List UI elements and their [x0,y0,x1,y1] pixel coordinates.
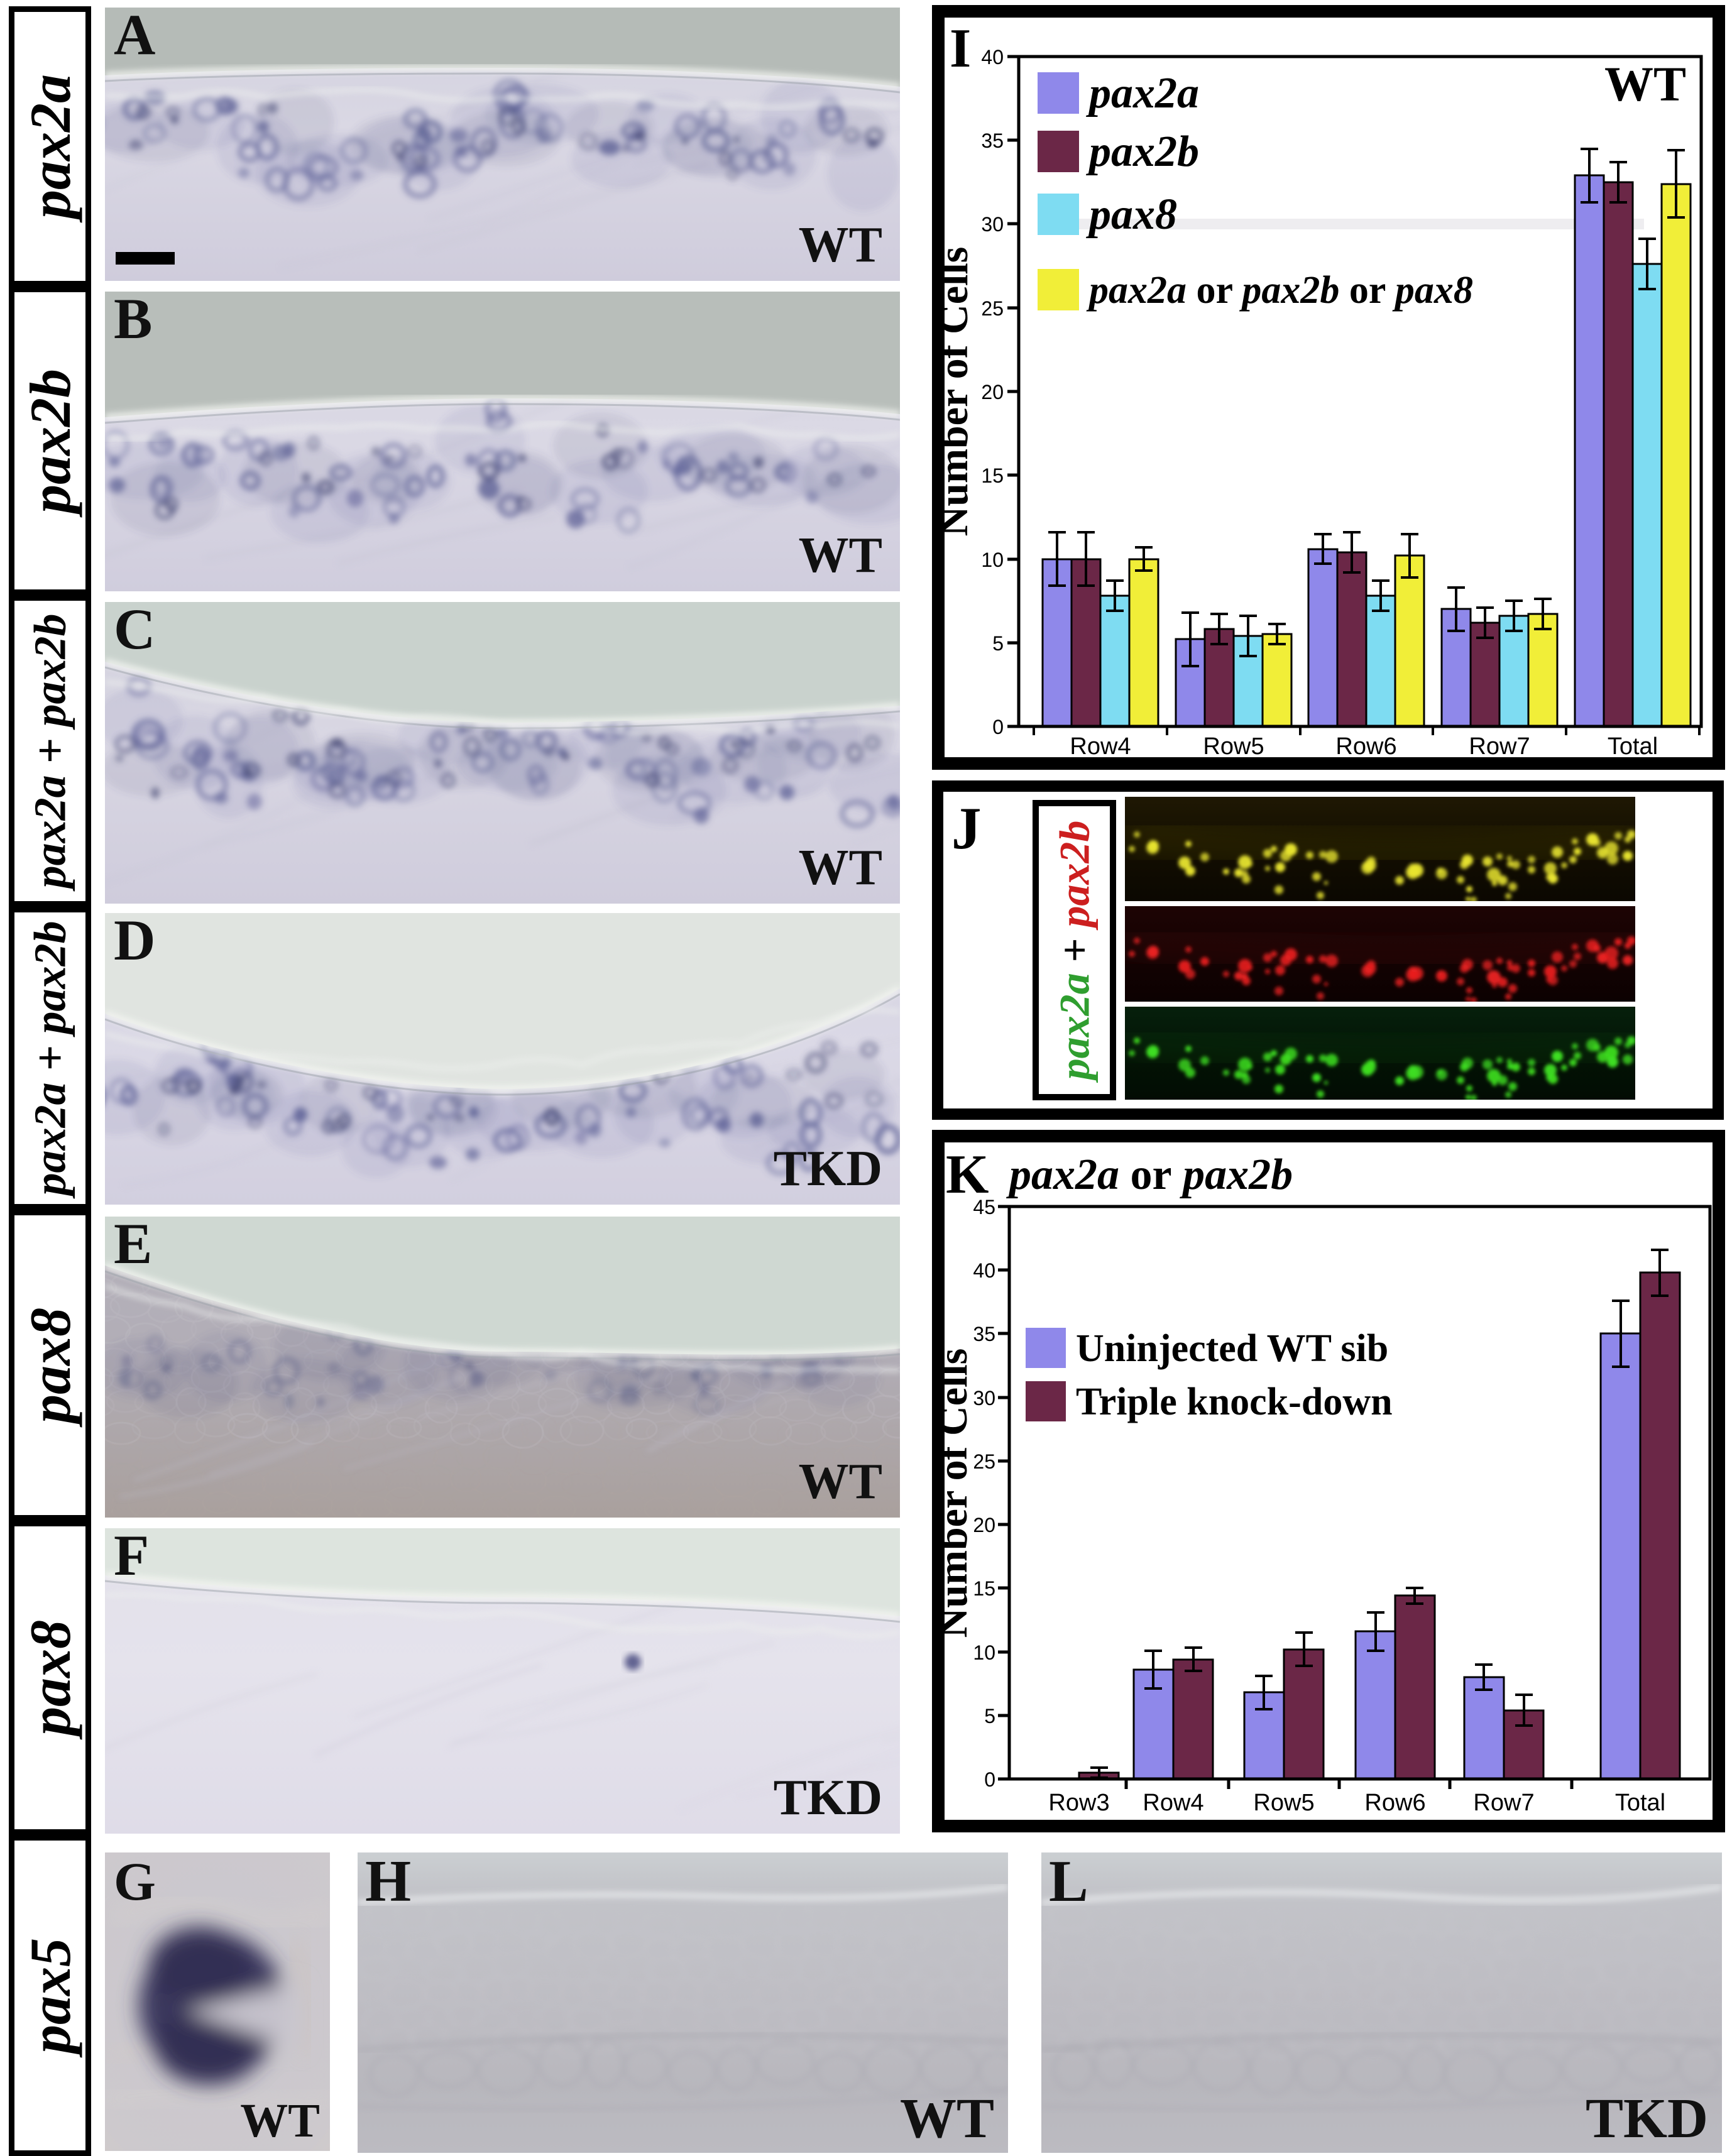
svg-text:35: 35 [973,1323,995,1345]
svg-text:Row7: Row7 [1469,733,1530,757]
svg-text:Row5: Row5 [1203,733,1264,757]
svg-text:Number of Cells: Number of Cells [945,1349,976,1638]
svg-text:Row6: Row6 [1335,733,1396,757]
svg-text:20: 20 [973,1514,995,1536]
svg-text:10: 10 [981,549,1004,571]
svg-text:Row3: Row3 [1048,1790,1109,1816]
svg-text:Row4: Row4 [1143,1790,1203,1816]
svg-text:WT: WT [1604,57,1686,111]
svg-text:pax2a: pax2a [1086,69,1199,118]
svg-text:40: 40 [973,1259,995,1282]
svg-text:I: I [950,18,971,79]
svg-text:pax2a or pax2b or pax8: pax2a or pax2b or pax8 [1086,269,1473,312]
svg-text:30: 30 [973,1387,995,1409]
svg-text:Triple knock-down: Triple knock-down [1076,1381,1393,1423]
svg-text:25: 25 [973,1450,995,1473]
svg-text:Number of Cells: Number of Cells [945,247,977,537]
svg-text:20: 20 [981,381,1004,403]
svg-text:40: 40 [981,46,1004,68]
svg-text:Row7: Row7 [1473,1790,1534,1816]
svg-text:Row5: Row5 [1253,1790,1314,1816]
svg-text:5: 5 [992,632,1004,655]
svg-text:15: 15 [981,464,1004,487]
svg-text:35: 35 [981,129,1004,152]
svg-text:0: 0 [984,1768,995,1791]
svg-text:0: 0 [992,716,1004,738]
svg-text:pax2a or pax2b: pax2a or pax2b [1006,1151,1293,1199]
svg-text:K: K [946,1144,989,1205]
svg-text:Row6: Row6 [1364,1790,1425,1816]
svg-text:10: 10 [973,1641,995,1664]
svg-text:Total: Total [1615,1790,1665,1816]
svg-text:Total: Total [1608,733,1658,757]
svg-text:pax2b: pax2b [1086,128,1199,176]
svg-text:15: 15 [973,1577,995,1600]
svg-text:25: 25 [981,297,1004,320]
svg-text:5: 5 [984,1705,995,1727]
svg-text:30: 30 [981,213,1004,236]
svg-text:Row4: Row4 [1070,733,1131,757]
svg-text:Uninjected WT sib: Uninjected WT sib [1076,1327,1388,1370]
svg-text:45: 45 [973,1196,995,1218]
svg-text:pax8: pax8 [1086,190,1177,239]
